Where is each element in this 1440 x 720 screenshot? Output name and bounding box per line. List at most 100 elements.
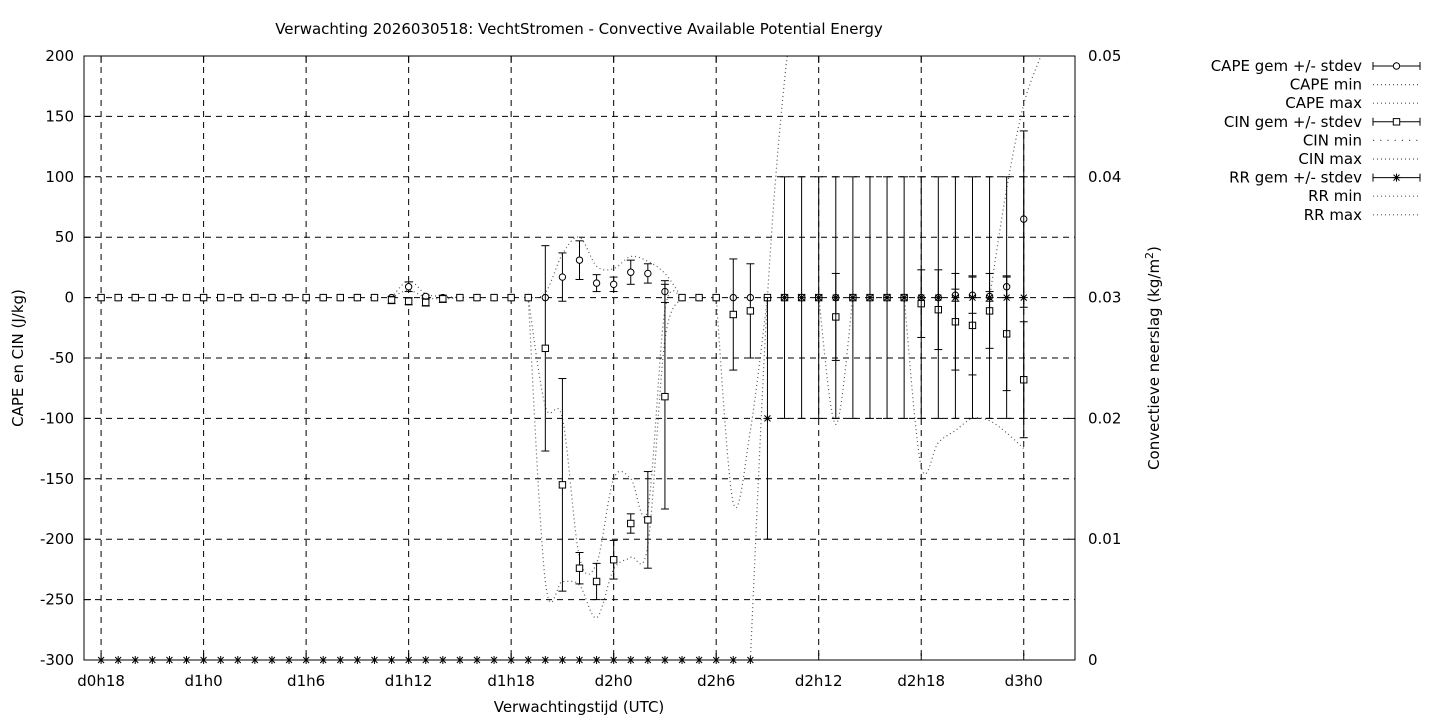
- cin-marker: [319, 293, 327, 302]
- cin-marker: [97, 293, 105, 302]
- cape-marker: [627, 268, 635, 276]
- y2-axis-label-main: Convectieve neerslag (kg/m: [1145, 259, 1163, 470]
- rr-marker: [968, 293, 977, 302]
- cin-marker: [507, 293, 515, 302]
- rr-marker-d2: [883, 294, 891, 301]
- rr-marker-d2: [832, 294, 840, 301]
- envelope-cin-min: [527, 297, 683, 619]
- cin-marker: [387, 296, 396, 304]
- legend-label: CIN max: [1298, 150, 1362, 168]
- grid: [84, 56, 1075, 660]
- rr-marker: [814, 293, 823, 302]
- cin-marker: [695, 293, 703, 302]
- cape-marker: [575, 256, 584, 264]
- y2-tick-label: 0.04: [1088, 168, 1121, 186]
- cin-marker: [182, 293, 191, 302]
- legend-label: CIN gem +/- stdev: [1224, 113, 1362, 131]
- cin-marker: [558, 481, 567, 489]
- rr-marker-d2: [917, 294, 925, 301]
- y2-tick-label: 0.02: [1088, 409, 1121, 427]
- cin-marker: [712, 293, 720, 302]
- cape-marker: [558, 273, 567, 281]
- rr-marker: [763, 414, 772, 423]
- cin-marker: [165, 293, 174, 302]
- cin-marker: [592, 577, 601, 586]
- y2-tick-label: 0: [1088, 651, 1098, 669]
- cin-marker: [353, 293, 362, 302]
- series: [97, 130, 1028, 664]
- rr-marker: [917, 293, 926, 302]
- cin-marker: [268, 293, 276, 302]
- rr-marker: [1002, 293, 1011, 302]
- y-tick-label: 50: [55, 228, 74, 246]
- rr-marker-d2: [1003, 294, 1011, 301]
- rr-marker: [900, 293, 909, 302]
- cin-marker: [729, 310, 737, 319]
- y-tick-label: 100: [45, 168, 74, 186]
- rr-marker: [934, 293, 943, 302]
- rr-marker-d2: [900, 294, 908, 301]
- rr-marker-d2: [781, 294, 788, 301]
- cin-marker: [661, 392, 669, 401]
- envelope-cin-min-2: [715, 297, 769, 509]
- cin-marker: [199, 293, 208, 302]
- rr-marker: [1019, 293, 1028, 302]
- rr-marker-d2: [934, 294, 942, 301]
- y-tick-label: -200: [40, 530, 74, 548]
- legend-label: RR gem +/- stdev: [1229, 169, 1362, 187]
- cin-marker: [234, 293, 242, 302]
- legend-marker: [1392, 118, 1401, 126]
- x-tick-label: d1h12: [385, 672, 433, 690]
- cin-marker: [336, 293, 344, 302]
- rr-marker-d2: [866, 294, 874, 301]
- cin-marker: [575, 564, 584, 572]
- envelopes: [391, 56, 1042, 660]
- legend-marker: [1392, 173, 1401, 182]
- rr-marker-d2: [1020, 294, 1028, 301]
- envelope-cape-min: [391, 289, 460, 300]
- cin-marker: [422, 298, 430, 307]
- cape-marker: [592, 279, 601, 287]
- y2-axis-label: Convectieve neerslag (kg/m2): [1143, 246, 1163, 470]
- rr-marker-d2: [986, 294, 993, 301]
- legend-label: CAPE gem +/- stdev: [1211, 57, 1362, 75]
- legend-label: CAPE max: [1285, 94, 1362, 112]
- cin-marker: [216, 293, 225, 302]
- rr-marker: [848, 293, 857, 302]
- y2-tick-label: 0.05: [1088, 47, 1121, 65]
- y2-tick-label: 0.03: [1088, 289, 1121, 307]
- x-tick-label: d1h0: [185, 672, 223, 690]
- rr-marker: [951, 293, 960, 302]
- cin-marker: [473, 293, 481, 302]
- y-tick-label: -150: [40, 470, 74, 488]
- rr-marker: [780, 293, 789, 302]
- x-tick-label: d1h6: [287, 672, 325, 690]
- y2-axis-label-sup: 2: [1143, 252, 1156, 259]
- cin-marker: [370, 293, 379, 302]
- y2-axis-label-end: ): [1145, 246, 1163, 252]
- cape-marker: [609, 280, 618, 289]
- rr-marker-d2: [764, 415, 771, 422]
- cin-marker: [627, 519, 635, 528]
- legend-label: RR min: [1308, 187, 1362, 205]
- cin-marker: [678, 293, 686, 302]
- x-tick-label: d2h0: [595, 672, 633, 690]
- cin-marker: [131, 293, 139, 302]
- rr-marker-d2: [849, 294, 857, 301]
- cin-marker: [644, 516, 652, 524]
- cin-marker: [439, 295, 447, 303]
- rr-marker-d2: [969, 294, 976, 301]
- cin-marker: [609, 556, 618, 564]
- cin-marker: [114, 293, 122, 302]
- envelope-cin-min-3: [818, 297, 854, 426]
- envelope-cin-max: [527, 290, 683, 575]
- x-tick-label: d2h18: [897, 672, 945, 690]
- chart-title: Verwachting 2026030518: VechtStromen - C…: [275, 20, 883, 38]
- cin-marker: [285, 293, 293, 302]
- y-tick-label: 200: [45, 47, 74, 65]
- rr-marker: [865, 293, 874, 302]
- rr-marker: [797, 293, 806, 302]
- y-tick-label: -50: [50, 349, 75, 367]
